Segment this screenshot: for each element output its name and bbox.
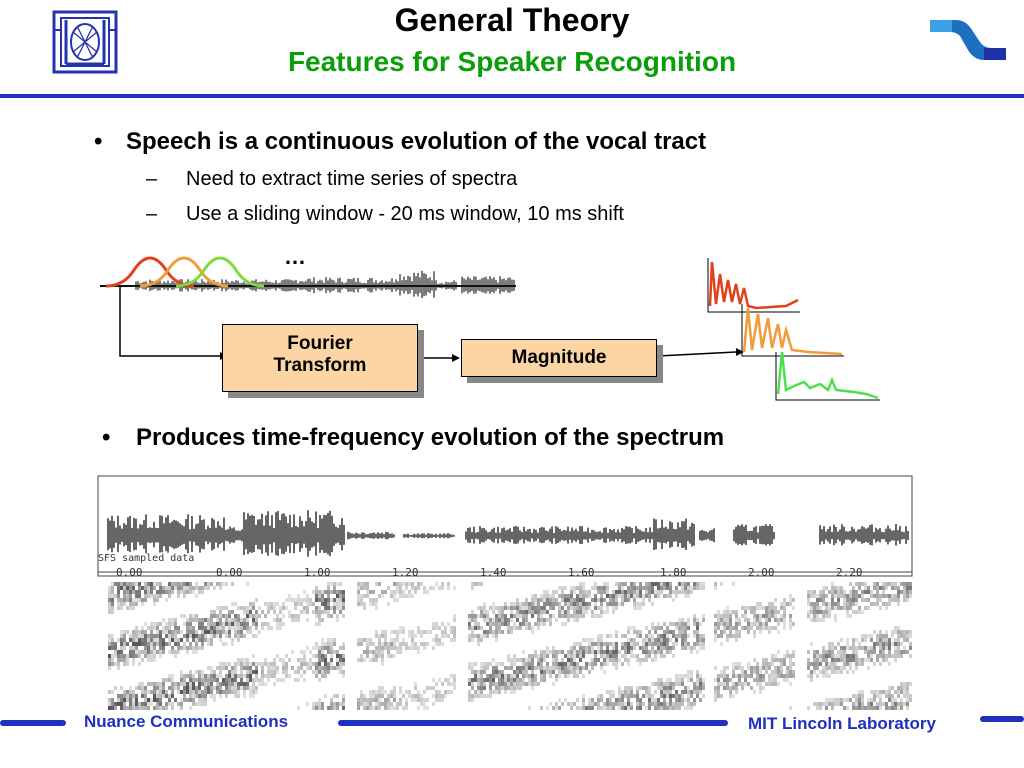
time-tick-label: 1.00 [304,566,331,579]
waveform-plot [107,510,909,557]
window-3 [175,256,265,288]
spectrum-1 [707,258,800,313]
magnitude-box: Magnitude [461,339,657,377]
fourier-label-line2: Transform [273,355,367,376]
fourier-label-line1: Fourier [287,333,353,354]
bullet-marker: • [94,128,103,155]
time-tick-label: 1.60 [568,566,595,579]
footer-bar-left [0,720,66,726]
spectrogram-plot [108,582,912,710]
sub-dash: – [146,168,158,190]
footer-bar-middle [338,720,728,726]
ellipsis-label: … [284,244,306,269]
sub-bullet-1: Need to extract time series of spectra [186,168,518,190]
window-1 [105,256,195,288]
time-tick-label: 0.00 [116,566,143,579]
waveform-header: SFS sampled data [98,553,195,564]
nuance-logo [930,20,1006,60]
time-tick-label: 1.40 [480,566,507,579]
time-tick-label: 1.80 [660,566,687,579]
spectrogram-figure [97,475,913,710]
fourier-transform-box: Fourier Transform [222,324,418,392]
magnitude-label: Magnitude [511,347,607,368]
bullet-1-text: Speech is a continuous evolution of the … [126,128,707,155]
time-tick-label: 2.20 [836,566,863,579]
mit-ll-logo [52,10,118,74]
slide-title: General Theory [394,2,630,38]
sliding-window-diagram [100,256,880,401]
time-tick-label: 0.00 [216,566,243,579]
time-tick-label: 1.20 [392,566,419,579]
footer-left-text: Nuance Communications [84,712,289,731]
spectrum-2 [741,304,844,357]
bullet-marker: • [102,424,111,451]
window-2 [139,256,229,288]
slide-subtitle: Features for Speaker Recognition [287,46,737,77]
footer-right-text: MIT Lincoln Laboratory [748,714,936,733]
sub-dash: – [146,203,158,225]
bullet-2-text: Produces time-frequency evolution of the… [136,424,725,451]
sub-bullet-2: Use a sliding window - 20 ms window, 10 … [186,203,624,225]
spectrum-3 [775,351,880,401]
header-rule [0,94,1024,98]
time-tick-label: 2.00 [748,566,775,579]
time-axis-ticks: 0.00 0.00 1.00 1.20 1.40 1.60 1.80 2.00 2.20 [94,566,916,582]
footer-bar-right [980,716,1024,722]
